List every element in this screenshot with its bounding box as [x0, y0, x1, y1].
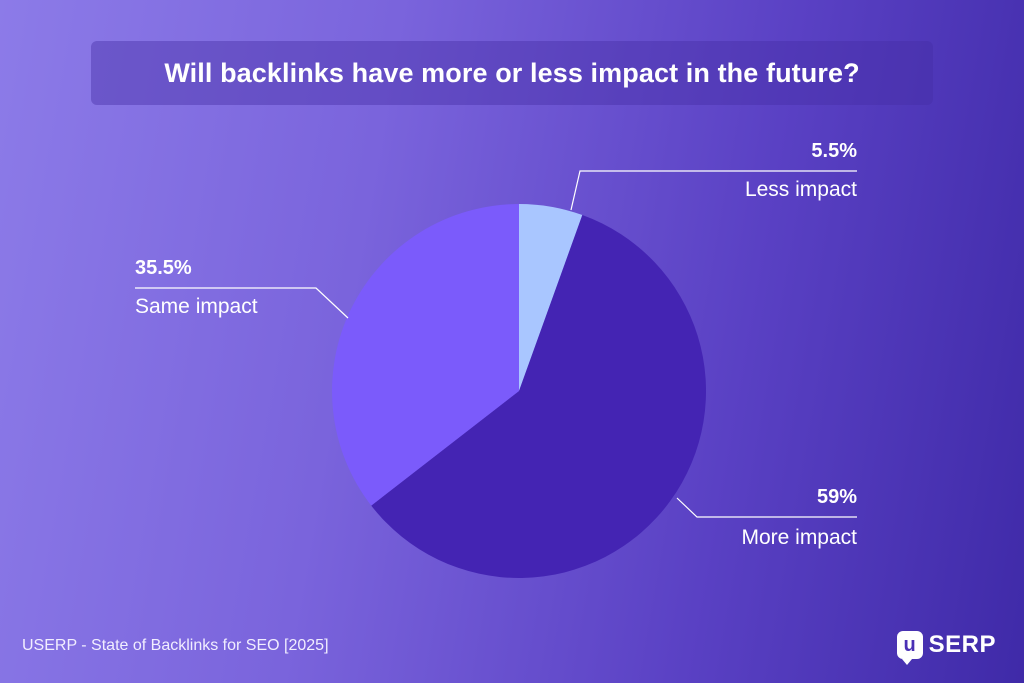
- slice-category-label: Same impact: [135, 295, 258, 318]
- userp-logo: u SERP: [896, 628, 996, 665]
- pie-slice-same-impact: [332, 204, 519, 506]
- slice-value-label: 35.5%: [135, 257, 192, 279]
- title-banner: Will backlinks have more or less impact …: [91, 41, 933, 105]
- pie-slice-less-impact: [519, 204, 583, 391]
- logo-mark-icon: u: [896, 631, 923, 665]
- slice-value-label: 5.5%: [811, 140, 857, 162]
- leader-line-same-impact: [135, 287, 349, 319]
- slice-category-label: More impact: [741, 526, 857, 549]
- leader-line-more-impact: [676, 497, 857, 518]
- leader-line-less-impact: [570, 170, 857, 211]
- pie-slice-more-impact: [371, 215, 707, 579]
- slice-value-label: 59%: [817, 486, 857, 508]
- slice-category-label: Less impact: [745, 178, 857, 201]
- source-caption: USERP - State of Backlinks for SEO [2025…: [22, 637, 329, 654]
- logo-text: SERP: [928, 631, 996, 658]
- chart-title: Will backlinks have more or less impact …: [164, 57, 860, 88]
